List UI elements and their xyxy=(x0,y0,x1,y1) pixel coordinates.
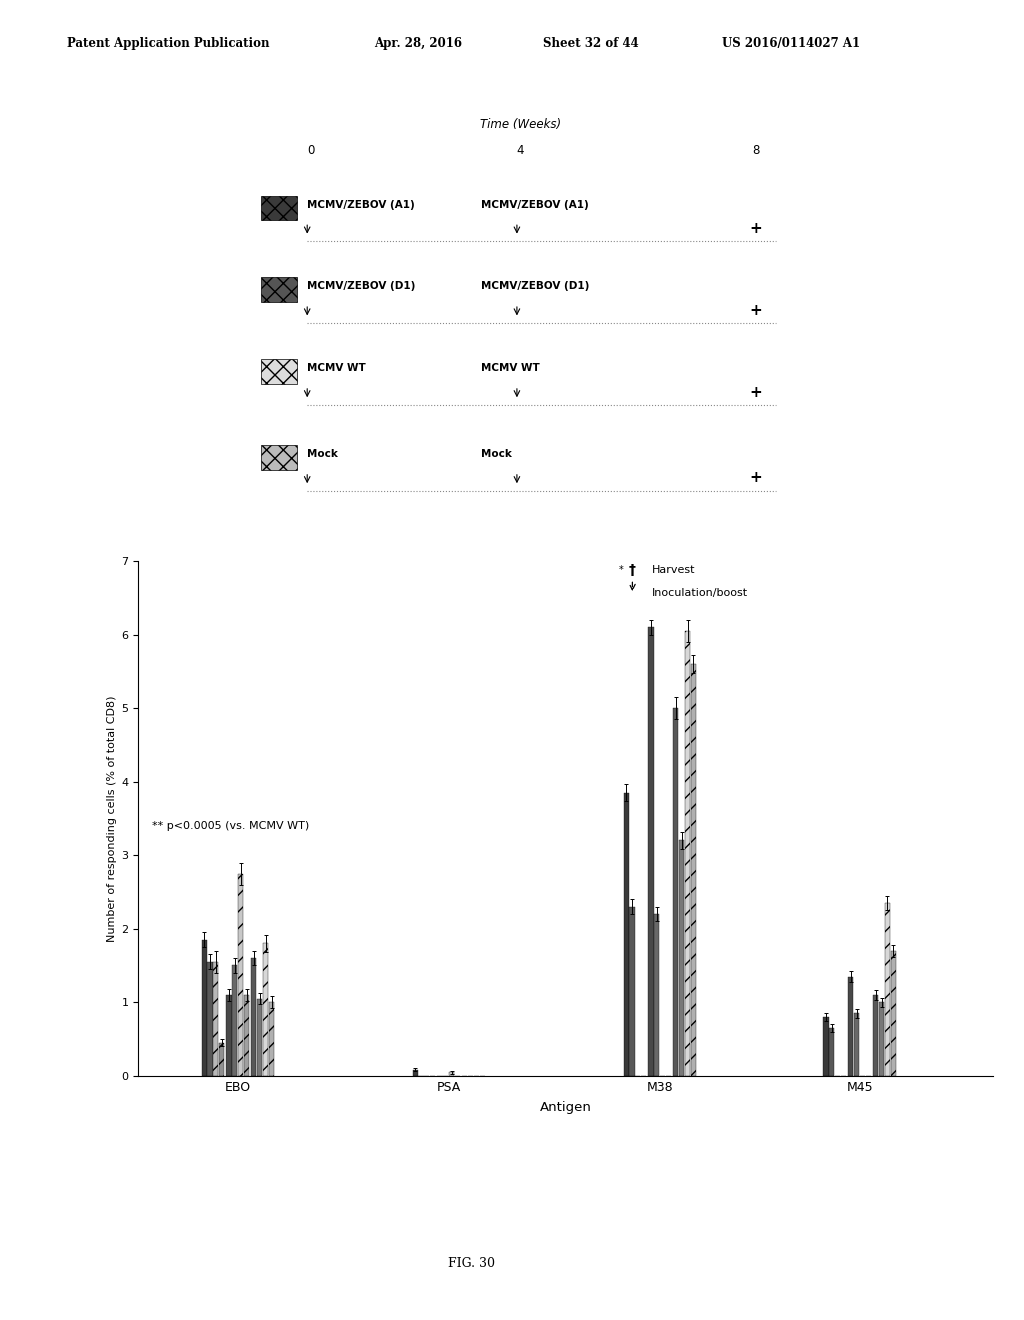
Bar xyxy=(829,1028,835,1076)
Text: Inoculation/boost: Inoculation/boost xyxy=(652,587,749,598)
Bar xyxy=(213,962,218,1076)
Bar xyxy=(261,359,297,384)
Text: Mock: Mock xyxy=(481,449,512,459)
Bar xyxy=(685,631,690,1076)
Bar xyxy=(691,664,696,1076)
Bar xyxy=(226,995,231,1076)
Bar xyxy=(269,1002,274,1076)
Bar xyxy=(679,841,684,1076)
Bar xyxy=(885,903,890,1076)
Bar xyxy=(239,874,244,1076)
Text: *: * xyxy=(618,565,624,574)
Bar xyxy=(263,944,268,1076)
Text: +: + xyxy=(750,220,763,236)
Text: MCMV/ZEBOV (A1): MCMV/ZEBOV (A1) xyxy=(481,199,589,210)
Bar xyxy=(450,1072,455,1076)
Text: †: † xyxy=(629,562,636,577)
Y-axis label: Number of responding cells (% of total CD8): Number of responding cells (% of total C… xyxy=(108,696,117,941)
Text: MCMV/ZEBOV (D1): MCMV/ZEBOV (D1) xyxy=(481,281,589,292)
Bar xyxy=(413,1071,418,1076)
Text: +: + xyxy=(750,302,763,318)
Text: FIG. 30: FIG. 30 xyxy=(447,1257,495,1270)
Text: MCMV WT: MCMV WT xyxy=(481,363,540,374)
Bar xyxy=(219,1043,224,1076)
Bar xyxy=(244,995,249,1076)
Text: ** p<0.0005 (vs. MCMV WT): ** p<0.0005 (vs. MCMV WT) xyxy=(152,821,309,830)
Bar xyxy=(823,1016,828,1076)
Bar xyxy=(648,627,653,1076)
Bar xyxy=(208,962,213,1076)
Text: 4: 4 xyxy=(516,144,524,157)
Text: +: + xyxy=(750,470,763,486)
Bar xyxy=(873,995,879,1076)
Text: MCMV/ZEBOV (A1): MCMV/ZEBOV (A1) xyxy=(307,199,415,210)
Text: Time (Weeks): Time (Weeks) xyxy=(479,117,561,131)
Bar xyxy=(854,1014,859,1076)
X-axis label: Antigen: Antigen xyxy=(540,1101,592,1114)
Text: Harvest: Harvest xyxy=(652,565,696,574)
Text: 0: 0 xyxy=(307,144,314,157)
Bar xyxy=(848,977,853,1076)
Bar xyxy=(624,792,629,1076)
Bar xyxy=(202,940,207,1076)
Bar xyxy=(261,195,297,220)
Bar xyxy=(630,907,635,1076)
Text: US 2016/0114027 A1: US 2016/0114027 A1 xyxy=(722,37,860,50)
Bar xyxy=(232,965,238,1076)
Text: MCMV WT: MCMV WT xyxy=(307,363,366,374)
Bar xyxy=(251,958,256,1076)
Text: MCMV/ZEBOV (D1): MCMV/ZEBOV (D1) xyxy=(307,281,416,292)
Text: Patent Application Publication: Patent Application Publication xyxy=(67,37,269,50)
Bar xyxy=(891,950,896,1076)
Text: Sheet 32 of 44: Sheet 32 of 44 xyxy=(543,37,639,50)
Text: +: + xyxy=(750,384,763,400)
Bar xyxy=(261,445,297,470)
Text: Mock: Mock xyxy=(307,449,338,459)
Bar xyxy=(261,277,297,302)
Bar xyxy=(879,1002,884,1076)
Text: 8: 8 xyxy=(753,144,760,157)
Text: Apr. 28, 2016: Apr. 28, 2016 xyxy=(374,37,462,50)
Bar xyxy=(654,913,659,1076)
Bar xyxy=(257,999,262,1076)
Bar xyxy=(673,708,679,1076)
